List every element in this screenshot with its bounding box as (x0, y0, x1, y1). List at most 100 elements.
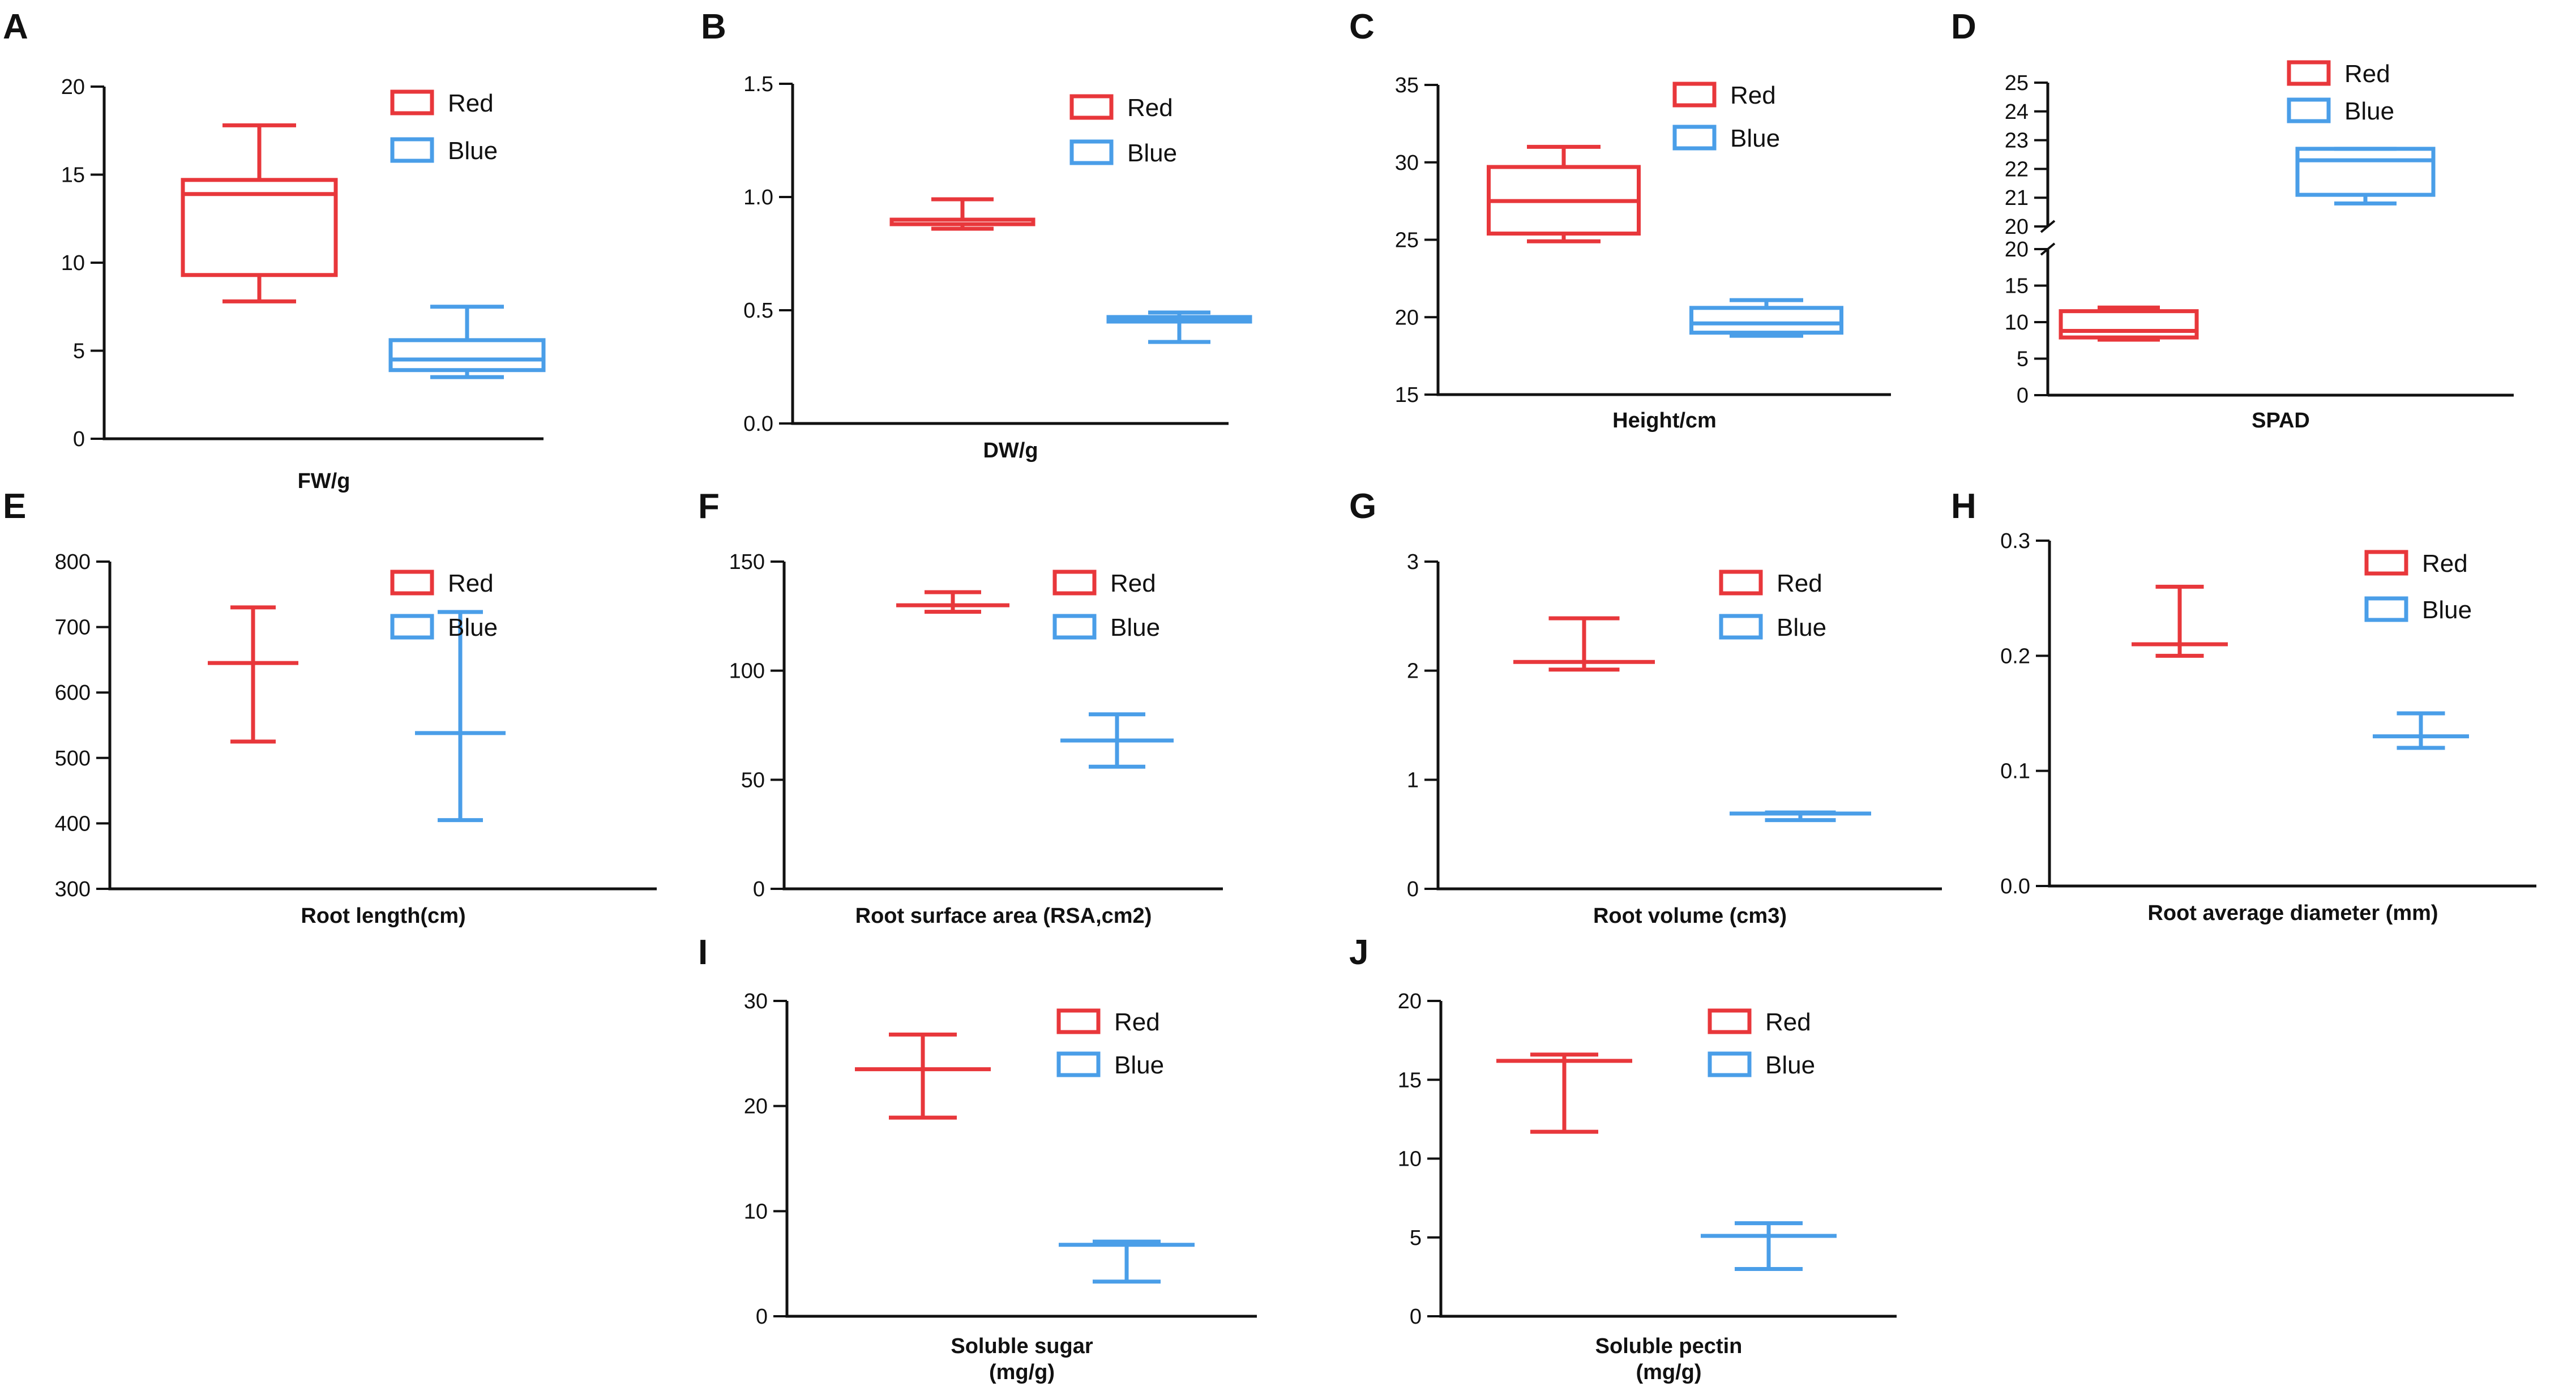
chart-panel-g: G 0 1 2 3 Root volume (cm3) Red Blue (1349, 487, 1942, 928)
y-tick-label: 15 (61, 164, 85, 187)
legend-label-blue: Blue (1777, 614, 1826, 641)
box-red (2059, 305, 2199, 342)
y-tick-label: 20 (744, 1095, 768, 1119)
legend-swatch-red (1719, 570, 1763, 596)
legend-label-red: Red (1730, 82, 1776, 109)
y-tick-label: 1.5 (743, 72, 773, 96)
y-tick-label: 0.1 (2000, 760, 2030, 784)
y-tick-label: 24 (2005, 100, 2029, 124)
y-tick-label: 700 (55, 616, 91, 640)
x-axis-label: Height/cm (1612, 409, 1717, 433)
legend-label-red: Red (2344, 60, 2390, 88)
legend-label-blue: Blue (1730, 125, 1780, 152)
errorbar-blue (1730, 810, 1871, 823)
y-tick-label: 50 (741, 768, 765, 792)
legend-swatch-blue (1708, 1051, 1752, 1077)
panel-letter: G (1349, 487, 1376, 526)
legend-swatch-blue (1719, 614, 1763, 640)
legend-swatch-red (1672, 82, 1717, 108)
y-tick-label: 10 (2005, 311, 2029, 335)
y-tick-label: 20 (61, 75, 85, 99)
errorbar-blue (1059, 1239, 1195, 1284)
x-axis-label: Root surface area (RSA,cm2) (855, 904, 1152, 928)
box-red (181, 123, 338, 303)
y-tick-label: 300 (55, 878, 91, 901)
y-tick-label: 0.2 (2000, 644, 2030, 668)
errorbar-blue (1701, 1221, 1837, 1271)
y-tick-label: 0.0 (743, 412, 773, 436)
box-blue (1689, 298, 1843, 338)
errorbar-blue (415, 610, 506, 823)
legend-label-red: Red (448, 89, 494, 117)
y-tick-label: 1 (1407, 768, 1419, 792)
y-tick-label: 100 (729, 660, 765, 683)
errorbar-red (2132, 584, 2228, 658)
y-tick-label: 22 (2005, 157, 2029, 181)
chart-panel-a: A 0 5 10 15 20 FW/g Red Blue (3, 7, 546, 493)
legend-swatch-red (390, 89, 434, 115)
legend-swatch-red (1056, 1008, 1101, 1034)
y-tick-label: 0 (1407, 878, 1419, 901)
panel-letter: J (1349, 933, 1368, 972)
panel-letter: I (698, 933, 708, 972)
x-axis-label: Soluble pectin (1595, 1334, 1743, 1358)
legend-swatch-red (1052, 570, 1097, 596)
legend-swatch-blue (1069, 139, 1114, 165)
panel-letter: C (1349, 7, 1375, 46)
legend-swatch-blue (390, 614, 434, 640)
chart-panel-e: E 300 400 500 600 700 800 Root length(cm) Red Blu… (3, 487, 657, 928)
box-blue (388, 305, 546, 379)
x-axis-label: Root length(cm) (301, 904, 465, 928)
y-tick-label: 20 (1395, 306, 1419, 329)
legend-label-red: Red (1777, 570, 1822, 597)
y-tick-label: 10 (744, 1200, 768, 1223)
chart-panel-c: C 15 20 25 30 35 Height/cm Red Blue (1349, 7, 1891, 433)
y-tick-label: 1.0 (743, 186, 773, 209)
legend-swatch-blue (2287, 97, 2331, 123)
y-tick-label: 600 (55, 681, 91, 705)
legend-swatch-red (1708, 1008, 1752, 1034)
legend-label-blue: Blue (1765, 1051, 1815, 1079)
y-tick-label: 20 (1398, 990, 1422, 1013)
y-tick-label: 0 (73, 427, 85, 451)
y-tick-label: 400 (55, 812, 91, 836)
box-body (1689, 306, 1843, 335)
y-tick-label: 15 (1395, 383, 1419, 407)
legend-label-blue: Blue (1127, 139, 1177, 167)
chart-panel-h: H 0.0 0.1 0.2 0.3 Root average diameter (mm) R… (1951, 487, 2536, 925)
y-tick-label: 0 (2017, 384, 2029, 408)
x-axis-label: Root volume (cm3) (1593, 904, 1787, 928)
legend-swatch-blue (1056, 1051, 1101, 1077)
y-tick-label: 15 (2005, 275, 2029, 298)
x-axis-label: (mg/g) (989, 1360, 1055, 1384)
y-tick-label: 10 (61, 251, 85, 275)
y-tick-label: 5 (2017, 348, 2029, 371)
x-axis-label: Soluble sugar (951, 1334, 1093, 1358)
y-tick-label: 30 (1395, 151, 1419, 175)
legend-label-blue: Blue (448, 614, 498, 641)
errorbar-blue (1060, 712, 1174, 769)
y-tick-label: 15 (1398, 1068, 1422, 1092)
y-tick-label: 21 (2005, 186, 2029, 210)
errorbar-red (1496, 1052, 1632, 1134)
box-red (1487, 144, 1641, 243)
legend-swatch-blue (1052, 614, 1097, 640)
y-tick-label: 5 (73, 340, 85, 363)
legend-swatch-red (2364, 550, 2408, 576)
box-body (2295, 147, 2436, 197)
legend-swatch-red (1069, 94, 1114, 120)
legend-swatch-blue (1672, 125, 1717, 151)
y-tick-label: 5 (1410, 1226, 1422, 1250)
y-tick-label: 0.5 (743, 299, 773, 323)
panel-letter: H (1951, 487, 1976, 526)
legend-swatch-blue (390, 137, 434, 163)
y-tick-label: 500 (55, 747, 91, 771)
y-tick-label: 800 (55, 550, 91, 574)
errorbar-red (208, 605, 298, 744)
legend-label-red: Red (1110, 570, 1156, 597)
x-axis-label: (mg/g) (1636, 1360, 1701, 1384)
chart-panel-f: F 0 50 100 150 Root surface area (RSA,cm2) Red… (698, 487, 1223, 928)
x-axis-label: DW/g (983, 439, 1038, 463)
y-tick-label: 0 (753, 878, 765, 901)
